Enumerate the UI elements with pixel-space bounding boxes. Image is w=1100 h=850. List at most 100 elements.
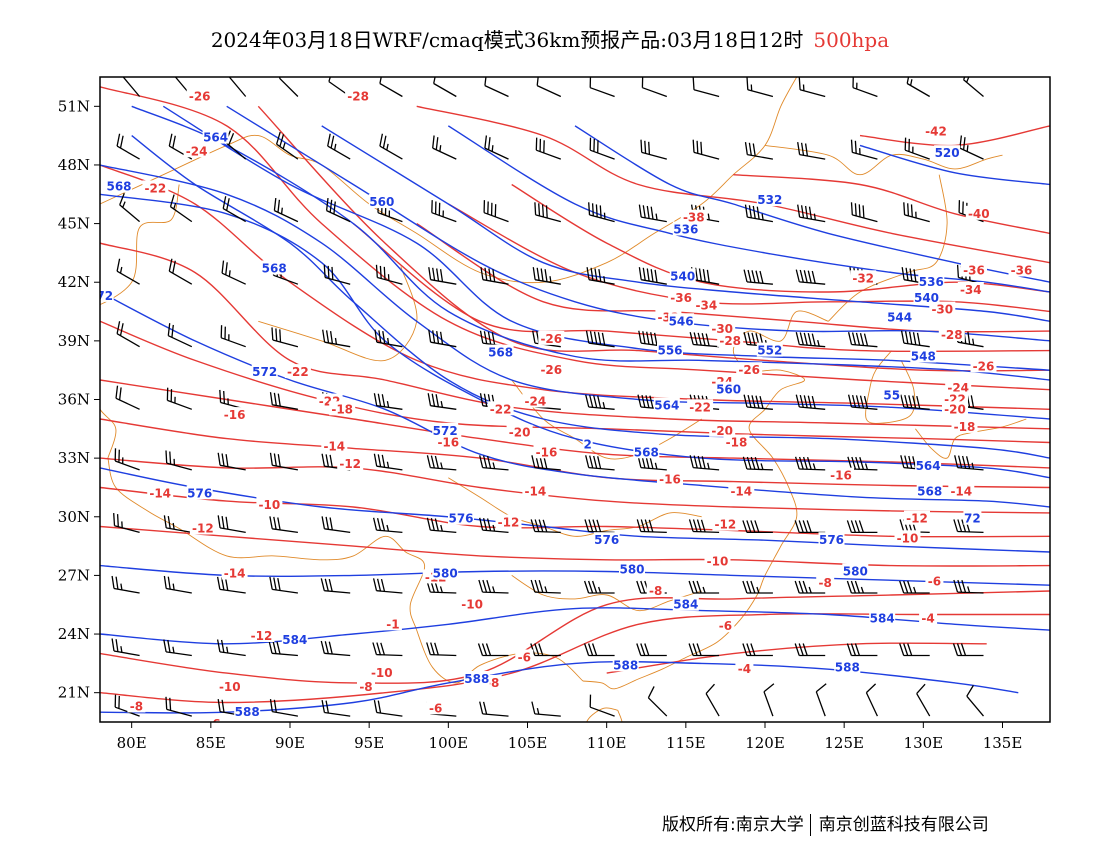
wind-barb-feather <box>168 258 173 272</box>
wind-barb-feather <box>277 199 281 213</box>
temperature-label: -4 <box>921 611 934 625</box>
wind-barb-feather <box>962 77 966 81</box>
wind-barb-staff <box>430 341 457 348</box>
lon-tick-label: 95E <box>354 734 384 752</box>
wind-barb-feather <box>803 395 808 408</box>
wind-barb <box>321 699 351 717</box>
wind-barb-feather <box>273 392 277 406</box>
height-label: 580 <box>843 565 868 579</box>
wind-barb-feather <box>646 268 650 282</box>
temperature-label-bg <box>970 358 997 373</box>
wind-barb <box>373 699 403 717</box>
temperature-label: -20 <box>509 426 531 440</box>
wind-barb-half-feather <box>122 201 126 208</box>
wind-barb-feather <box>916 395 921 409</box>
wind-barb-feather <box>959 135 963 149</box>
wind-barb-feather <box>585 455 590 468</box>
wind-barb-feather <box>374 329 378 343</box>
wind-barb-feather <box>692 519 698 532</box>
wind-barb-feather <box>648 141 651 155</box>
temperature-label: -10 <box>219 680 241 694</box>
wind-barb-feather <box>797 204 801 218</box>
wind-barb-half-feather <box>172 522 175 530</box>
wind-barb-feather <box>491 332 496 345</box>
height-label-bg <box>886 309 913 324</box>
wind-barb-staff <box>166 527 192 534</box>
wind-barb-feather <box>640 519 646 532</box>
wind-barb <box>705 683 720 717</box>
wind-barb-feather <box>850 139 853 153</box>
wind-barb-feather <box>702 269 706 282</box>
height-label: 560 <box>369 195 394 209</box>
wind-barb-feather <box>596 519 602 533</box>
wind-barb-feather <box>743 269 748 283</box>
wind-barb-feather <box>487 331 492 345</box>
wind-barb-feather <box>172 260 176 274</box>
wind-barb <box>484 135 509 160</box>
wind-barb-feather <box>597 332 602 345</box>
wind-barb-feather <box>846 580 853 594</box>
wind-barb-feather <box>754 457 760 470</box>
temperature-isotherm <box>100 242 1050 430</box>
wind-barb-half-feather <box>492 524 496 532</box>
lon-tick-label: 120E <box>745 734 785 752</box>
height-contour-layer <box>100 105 1050 714</box>
temperature-label-bg <box>368 665 395 680</box>
temperature-label-bg <box>186 88 213 103</box>
height-label-bg <box>368 194 395 209</box>
wind-barb-feather <box>953 579 959 593</box>
wind-barb <box>427 393 457 410</box>
wind-barb-feather <box>373 453 378 467</box>
wind-barb-feather <box>482 518 488 531</box>
wind-barb-feather <box>375 264 378 278</box>
wind-barb-feather <box>794 520 800 533</box>
wind-barb <box>585 455 615 471</box>
wind-barb-feather <box>746 77 749 90</box>
wind-barb-feather <box>750 456 756 470</box>
wind-barb-staff <box>534 466 561 471</box>
wind-barb-feather <box>752 205 756 219</box>
wind-barb-feather <box>912 395 917 409</box>
wind-barb-feather <box>333 201 336 215</box>
wind-barb-feather <box>545 205 548 219</box>
wind-barb <box>484 77 509 98</box>
wind-barb-half-feather <box>812 463 816 470</box>
wind-barb-feather <box>815 683 827 693</box>
height-contour <box>100 164 1050 420</box>
wind-barb-feather <box>847 456 853 470</box>
wind-barb-staff <box>122 77 141 97</box>
lat-tick-label: 42N <box>58 273 90 291</box>
temperature-label-bg <box>919 610 938 625</box>
temperature-label: -12 <box>339 457 361 471</box>
temperature-label-bg <box>383 616 402 631</box>
wind-barb-feather <box>217 515 221 528</box>
boundary-line <box>100 184 180 459</box>
wind-barb <box>638 204 667 223</box>
wind-barb-feather <box>376 518 382 531</box>
temperature-isotherm <box>100 457 1050 514</box>
temperature-label-bg <box>938 327 965 341</box>
wind-barb <box>535 137 562 160</box>
wind-barb <box>217 452 246 471</box>
wind-barb-feather <box>650 332 654 345</box>
wind-barb-feather <box>434 518 439 531</box>
wind-barb <box>689 332 720 348</box>
wind-barb <box>795 394 826 410</box>
wind-barb-staff <box>376 711 403 717</box>
wind-barb-feather <box>328 578 333 592</box>
wind-barb <box>220 325 246 348</box>
wind-barb-feather <box>175 66 182 77</box>
wind-barb-feather <box>269 452 273 466</box>
wind-barb-feather <box>636 580 642 594</box>
wind-barb <box>372 642 403 657</box>
wind-barb-feather <box>321 699 326 713</box>
wind-barb <box>433 77 457 98</box>
wind-barb-staff <box>799 89 826 98</box>
wind-barb-staff <box>904 214 930 223</box>
wind-barb-staff <box>966 695 984 717</box>
wind-barb-feather <box>705 333 710 347</box>
wind-barb-feather <box>698 268 703 282</box>
wind-barb-feather <box>854 643 861 656</box>
wind-barb-feather <box>903 643 909 656</box>
wind-barb-feather <box>803 270 808 283</box>
